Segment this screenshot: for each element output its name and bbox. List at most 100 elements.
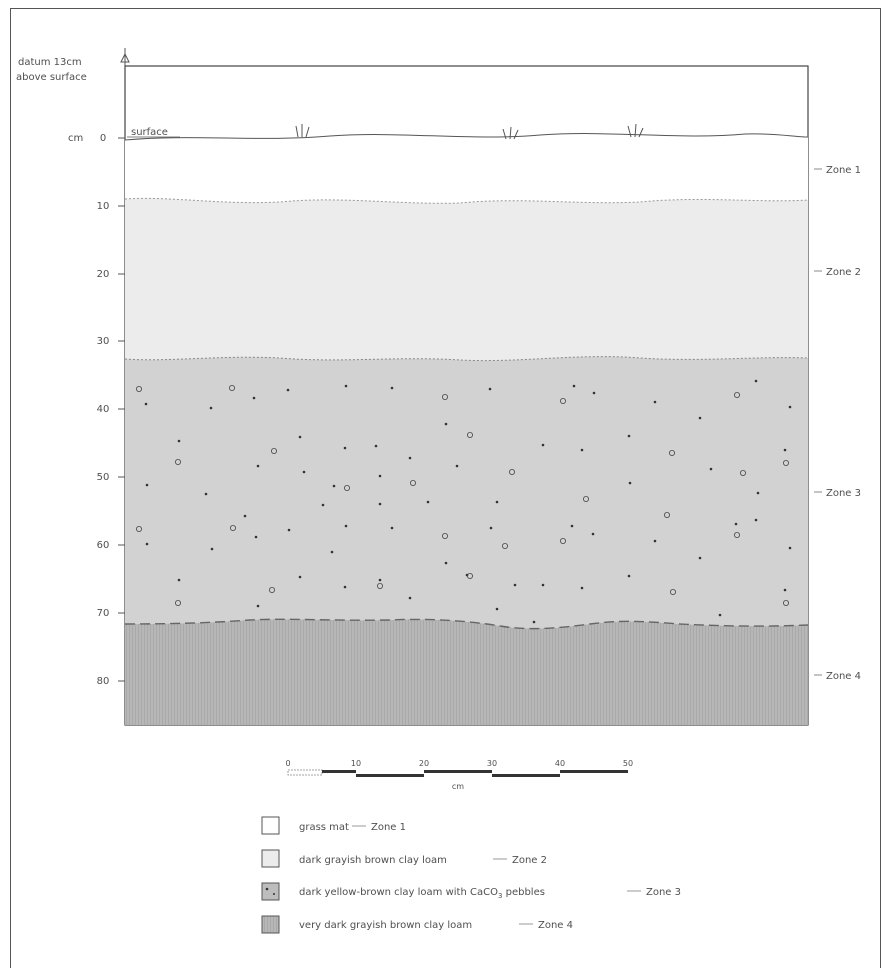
scale-tick-label: 0: [285, 759, 290, 768]
zone-label: Zone 3: [826, 488, 861, 499]
pebble-dot: [254, 535, 258, 539]
legend-text: grass mat: [299, 822, 349, 833]
pebble-ring: [135, 385, 142, 392]
pebble-dot: [378, 474, 382, 478]
pebble-dot: [754, 379, 758, 383]
pebble-dot: [343, 446, 347, 450]
pebble-dot: [287, 528, 291, 532]
pebble-dot: [252, 396, 256, 400]
pebble-dot: [718, 613, 722, 617]
pebble-ring: [229, 525, 236, 532]
pebble-ring: [560, 397, 567, 404]
pebble-dot: [628, 481, 632, 485]
pebble-dot: [256, 604, 260, 608]
pebble-dot: [709, 467, 713, 471]
pebble-dot: [488, 387, 492, 391]
grass-tuft-icon: [502, 126, 519, 140]
soil-profile-figure: datum 13cm above surface surface cm 0 10…: [16, 48, 861, 934]
pebble-dot: [390, 386, 394, 390]
pebble-dot: [532, 620, 536, 624]
pebble-ring: [441, 533, 448, 540]
pebble-dot: [572, 384, 576, 388]
pebble-dot: [298, 575, 302, 579]
depth-tick-label: 20: [97, 269, 110, 280]
pebble-dot: [343, 585, 347, 589]
pebble-dot: [580, 448, 584, 452]
pebble-dot: [408, 596, 412, 600]
pebble-dot: [495, 500, 499, 504]
datum-label-line2: above surface: [16, 72, 87, 83]
caco3-pebbles: [135, 379, 792, 624]
pebble-dot: [256, 464, 260, 468]
zone-1-layer: [125, 133, 808, 204]
legend-swatch: [261, 915, 280, 934]
pebble-ring: [228, 384, 235, 391]
pebble-dot: [783, 588, 787, 592]
scale-tick-label: 30: [487, 759, 497, 768]
pebble-ring: [783, 600, 790, 607]
legend-text: dark yellow-brown clay loam with CaCO3 p…: [299, 887, 545, 900]
pebble-ring: [270, 447, 277, 454]
pebble-ring: [174, 600, 181, 607]
pebble-dot: [302, 470, 306, 474]
legend-zone: Zone 1: [371, 822, 406, 833]
depth-tick-label: 30: [97, 336, 110, 347]
scale-tick-label: 10: [351, 759, 361, 768]
datum-label-line1: datum 13cm: [18, 57, 82, 68]
legend-swatch: [261, 882, 280, 901]
pebble-dot: [653, 400, 657, 404]
pebble-dot: [592, 391, 596, 395]
pebble-dot: [177, 439, 181, 443]
zone-1-2-boundary: [124, 197, 809, 204]
pebble-dot: [580, 586, 584, 590]
pebble-dot: [455, 464, 459, 468]
pebble-dot: [734, 522, 738, 526]
pebble-dot: [298, 435, 302, 439]
pebble-ring: [734, 532, 741, 539]
legend-text: very dark grayish brown clay loam: [299, 920, 472, 931]
pebble-dot: [286, 388, 290, 392]
pebble-ring: [268, 587, 275, 594]
depth-tick-label: 40: [97, 404, 110, 415]
pebble-dot: [698, 556, 702, 560]
scale-tick-label: 20: [419, 759, 429, 768]
depth-tick-label: 80: [97, 676, 110, 687]
pebble-dot: [408, 456, 412, 460]
zone-2-layer: [125, 198, 808, 361]
zone-3-4-boundary: [124, 618, 809, 630]
pebble-dot: [754, 518, 758, 522]
pebble-ring: [560, 538, 567, 545]
pebble-dot: [541, 583, 545, 587]
pebble-dot: [145, 483, 149, 487]
pebble-dot: [204, 492, 208, 496]
pebble-ring: [670, 589, 677, 596]
pebble-dot: [489, 526, 493, 530]
legend-zone: Zone 4: [538, 920, 573, 931]
pebble-dot: [444, 561, 448, 565]
pebble-ring: [508, 468, 515, 475]
pebble-dot: [344, 384, 348, 388]
pebble-ring: [501, 543, 508, 550]
depth-unit-label: cm: [68, 133, 83, 144]
pebble-ring: [466, 431, 473, 438]
legend-zone: Zone 3: [646, 887, 681, 898]
pebble-dot: [344, 524, 348, 528]
pebble-ring: [583, 495, 590, 502]
pebble-dot: [788, 405, 792, 409]
pebble-dot: [426, 500, 430, 504]
scale-unit-label: cm: [452, 782, 464, 791]
scale-tick-label: 50: [623, 759, 633, 768]
legend-swatch: [261, 849, 280, 868]
pebble-ring: [174, 458, 181, 465]
pebble-ring: [466, 573, 473, 580]
pebble-dot: [591, 532, 595, 536]
pebble-dot: [513, 583, 517, 587]
legend-item: very dark grayish brown clay loam Zone 4: [261, 915, 573, 934]
legend-item: dark grayish brown clay loam Zone 2: [261, 849, 547, 868]
legend: grass mat Zone 1 dark grayish brown clay…: [261, 816, 681, 934]
pebble-dot: [321, 503, 325, 507]
pebble-dot: [444, 422, 448, 426]
legend-item: dark yellow-brown clay loam with CaCO3 p…: [261, 882, 681, 901]
pebble-dot: [378, 502, 382, 506]
pebble-dot: [698, 416, 702, 420]
